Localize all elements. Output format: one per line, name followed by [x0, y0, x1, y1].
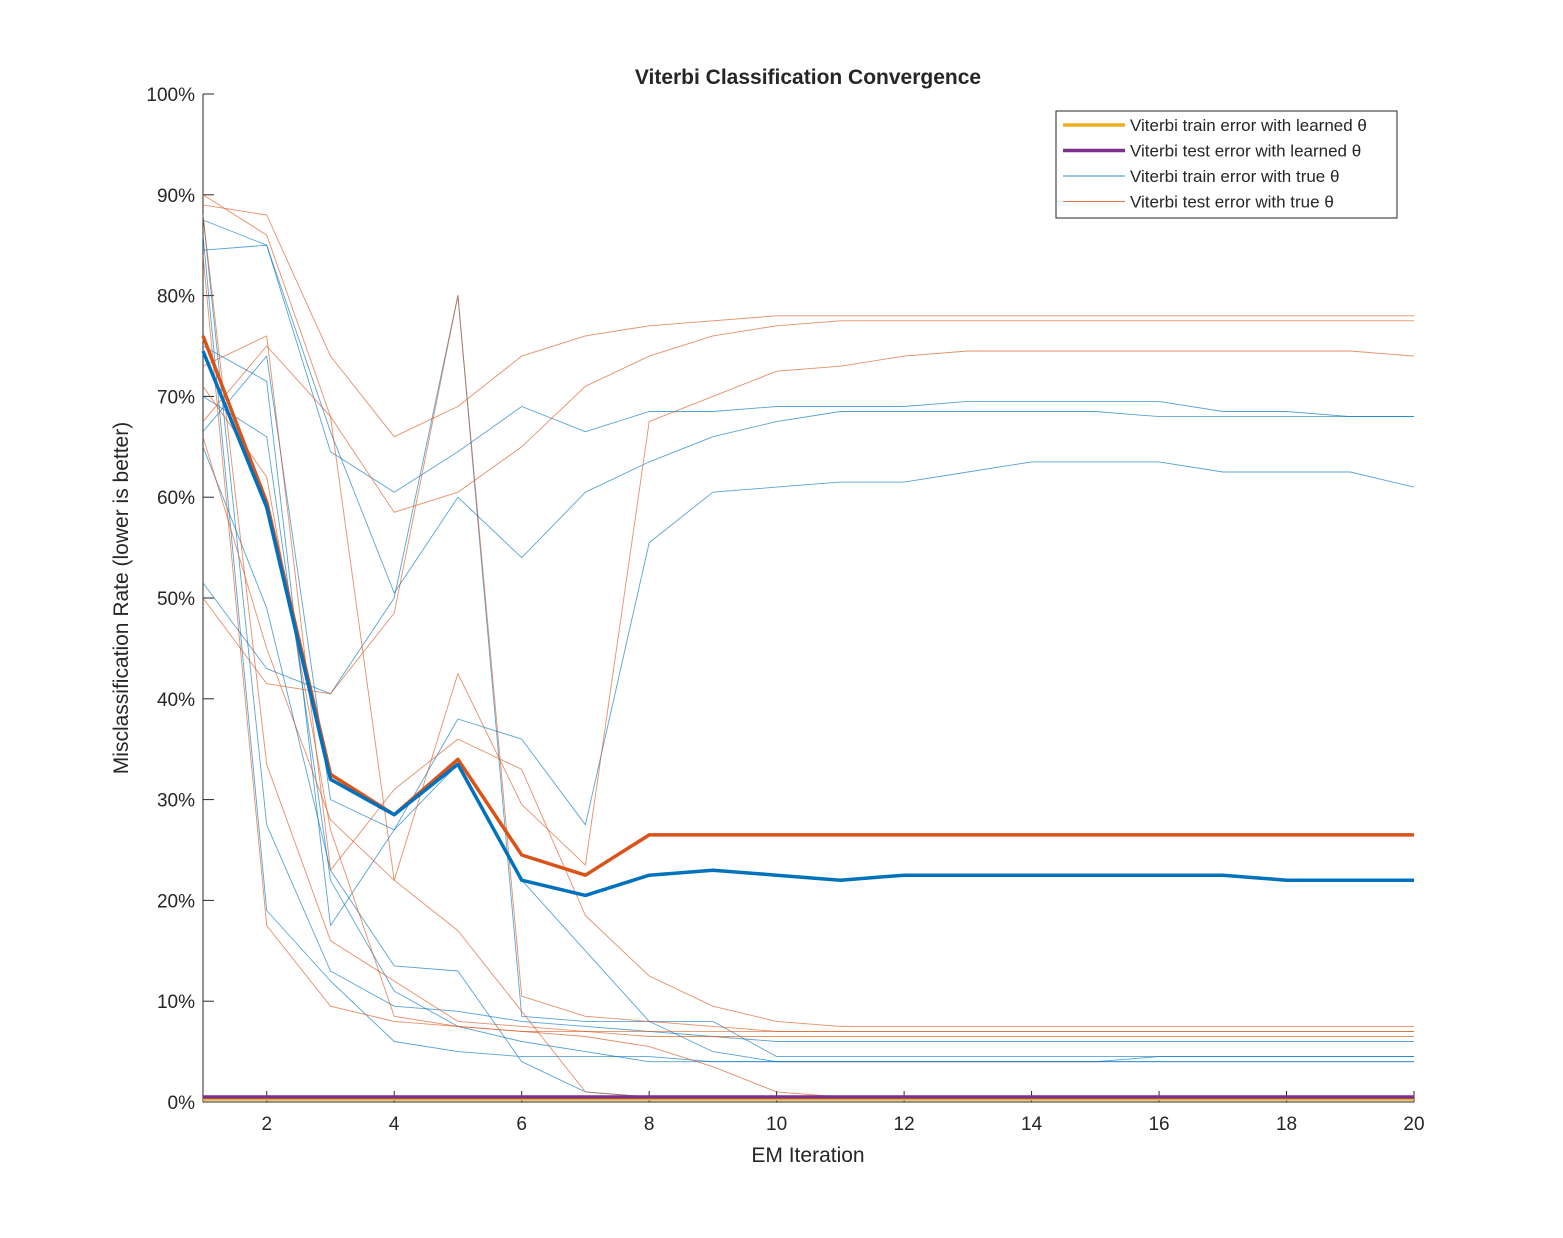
series-line-thin-test — [202, 335, 1414, 1027]
y-tick-label: 90% — [157, 186, 195, 207]
series-line-thin-train — [202, 219, 1414, 493]
axes: 0% 10% 20% 30% 40% 50% 60% 70% 80% 90% 100% 2 4 6 8 10 1… — [146, 85, 1424, 1135]
x-axis-label: EM Iteration — [751, 1144, 864, 1167]
series-line-thin-test — [202, 194, 1414, 513]
series-line-thin-train — [202, 244, 1414, 594]
legend-entry-label: Viterbi train error with true θ — [1130, 167, 1339, 186]
legend-entry-label: Viterbi train error with learned θ — [1130, 116, 1367, 135]
plot-lines — [201, 194, 1415, 1101]
legend-entry-label: Viterbi test error with learned θ — [1130, 142, 1361, 161]
chart-title: Viterbi Classification Convergence — [635, 66, 981, 89]
y-tick-label: 20% — [157, 891, 195, 912]
y-tick-label: 10% — [157, 992, 195, 1013]
series-line-thin-test — [202, 345, 1415, 881]
x-tick-label: 18 — [1276, 1114, 1297, 1135]
series-line-thin-test — [202, 214, 1414, 1037]
series-line-thin-train — [202, 355, 1415, 831]
series-line-thin-test — [202, 204, 1414, 438]
x-tick-label: 14 — [1021, 1114, 1043, 1135]
series-line-mean-train — [201, 350, 1414, 898]
y-axis-label: Misclassification Rate (lower is better) — [110, 422, 133, 774]
series-line-thin-train — [202, 396, 1414, 1063]
y-tick-label: 70% — [157, 387, 195, 408]
x-tick-label: 6 — [516, 1114, 527, 1135]
x-tick-label: 16 — [1148, 1114, 1169, 1135]
y-tick-label: 40% — [157, 690, 195, 711]
y-tick-label: 30% — [157, 791, 195, 812]
x-tick-label: 20 — [1403, 1114, 1424, 1135]
y-tick-label: 60% — [157, 488, 195, 509]
legend: Viterbi train error with learned θ Viterb… — [1055, 110, 1398, 219]
legend-box — [1055, 110, 1398, 219]
x-tick-label: 12 — [894, 1114, 915, 1135]
y-tick-label: 0% — [168, 1093, 196, 1114]
series-line-thin-test — [202, 386, 1414, 1032]
y-tick-label: 80% — [157, 287, 195, 308]
x-tick-label: 8 — [644, 1114, 655, 1135]
y-tick-label: 50% — [157, 589, 195, 610]
x-tick-label: 2 — [261, 1114, 272, 1135]
x-tick-label: 4 — [389, 1114, 400, 1135]
x-tick-label: 10 — [766, 1114, 787, 1135]
legend-entry-label: Viterbi test error with true θ — [1130, 193, 1334, 212]
y-tick-label: 100% — [146, 85, 195, 106]
series-line-thin-train — [202, 214, 1414, 1042]
